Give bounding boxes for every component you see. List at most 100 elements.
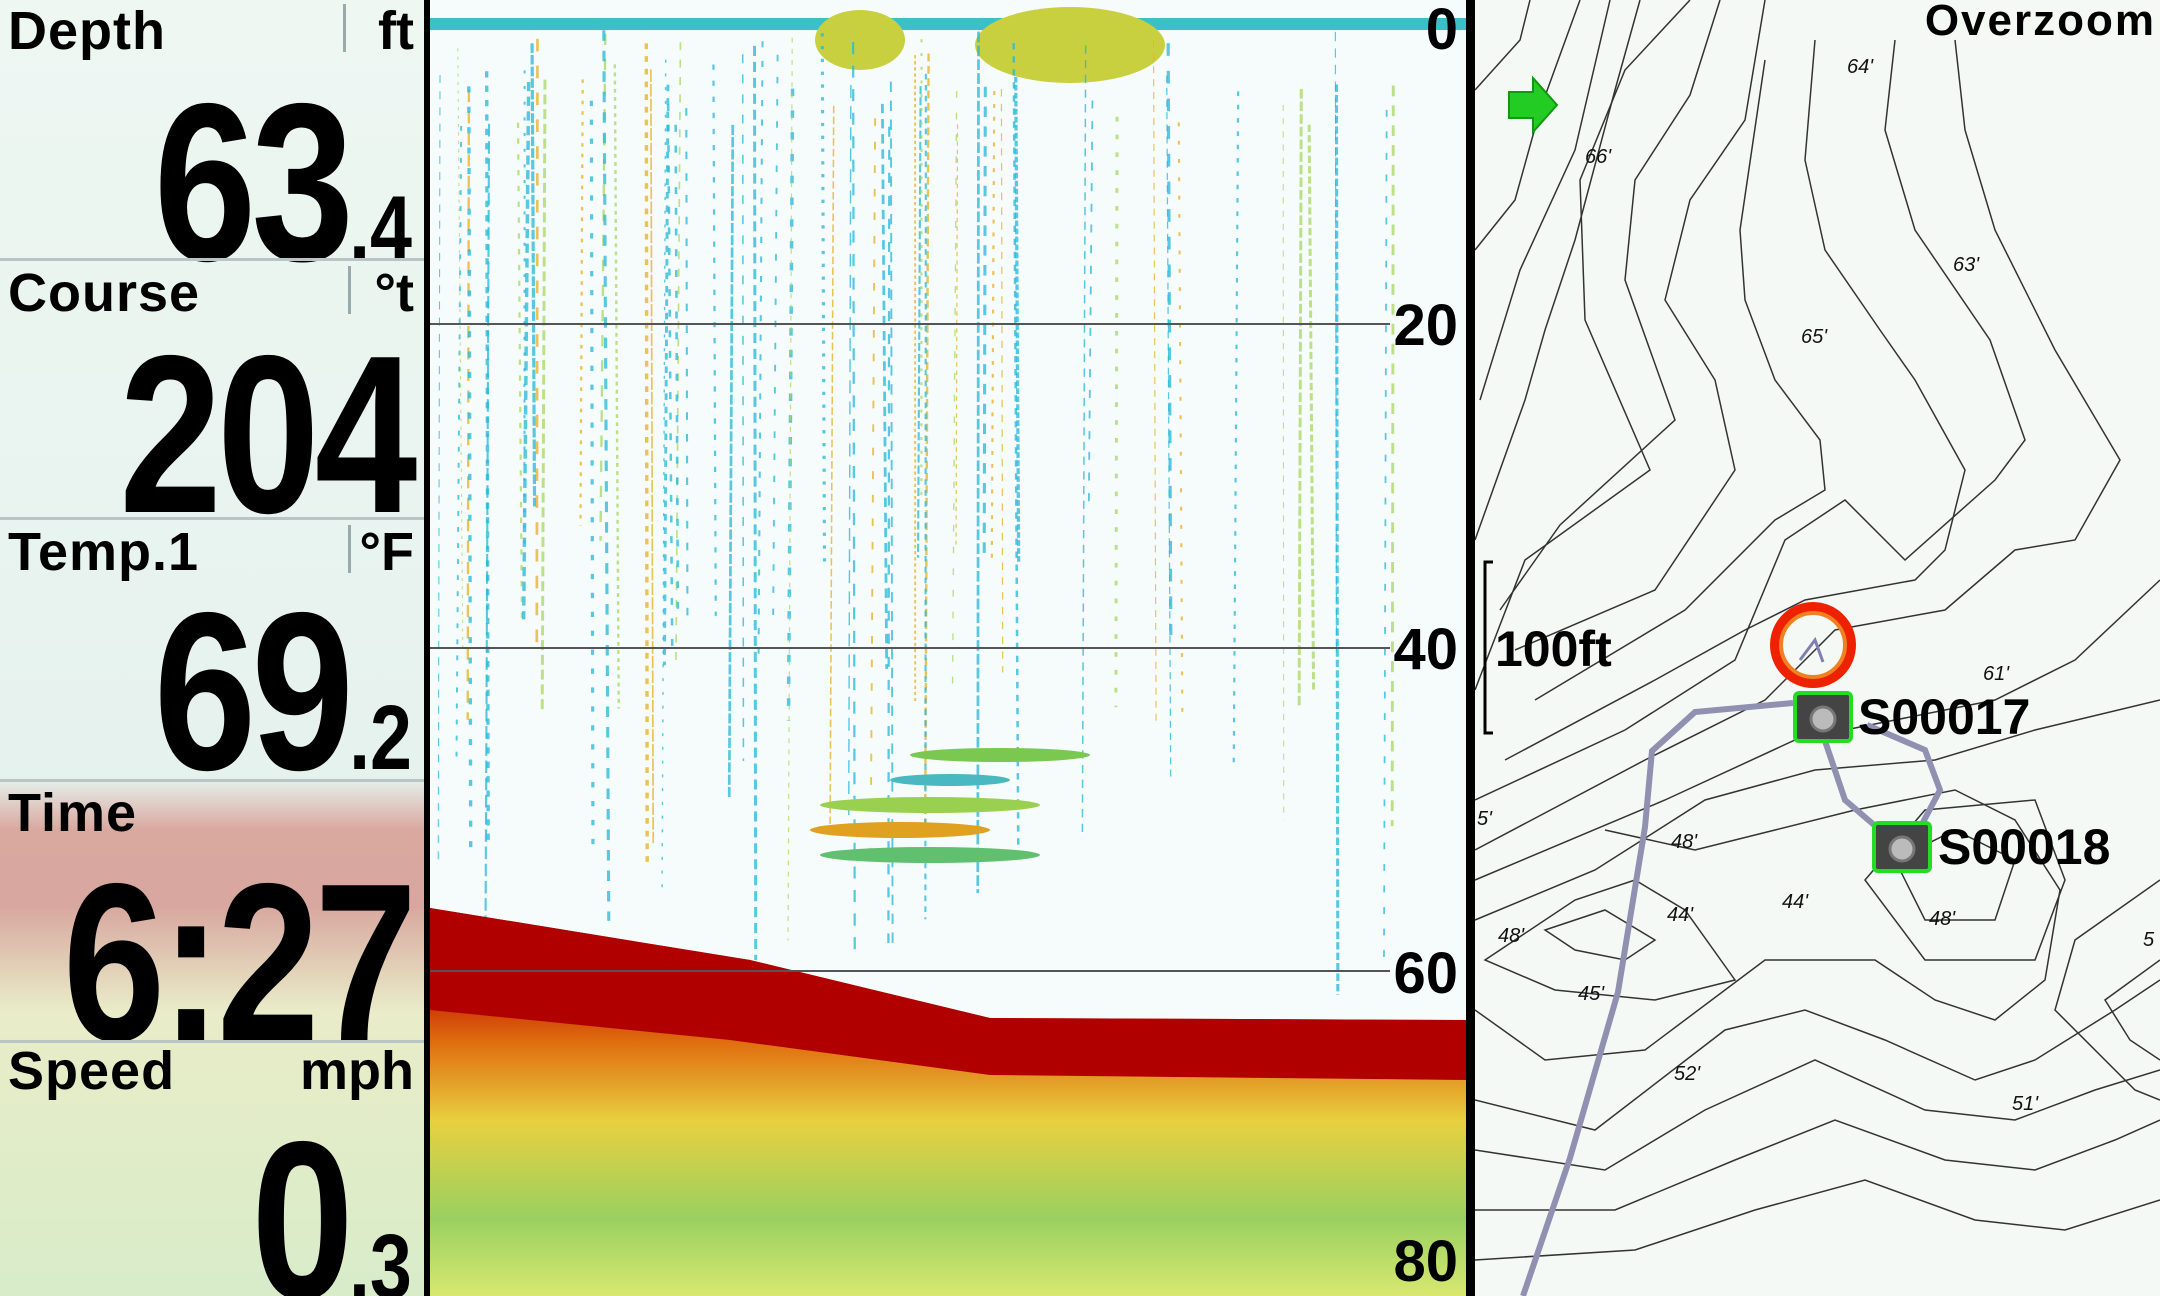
noise-streak [923,53,930,836]
contour-label: 5 [2143,929,2155,951]
noise-streak [535,38,539,653]
contour-label: 65' [1801,326,1828,348]
waypoint-s00017[interactable] [1793,691,1853,743]
noise-streak [602,30,611,921]
noise-streak [675,42,682,663]
noise-streak [1232,91,1240,771]
contour-map[interactable] [1475,0,2160,1296]
boat-track [1520,700,1794,1296]
noise-streak [889,81,894,946]
noise-streak [887,126,891,943]
sonar-view: 0 20 40 60 80 [430,0,1466,1296]
contour-label: 63' [1953,254,1980,276]
bottom-hard-return [430,908,1466,1080]
noise-streak [1282,104,1285,821]
depth-readout: Depth ft 63.4 [0,0,424,295]
noise-streak [589,100,595,849]
course-readout: Course °t 204 [0,262,424,547]
noise-streak [644,43,649,862]
contour-label: 48' [1498,925,1525,947]
noise-streak [741,54,745,761]
contour-label: 48' [1929,908,1956,930]
waypoint-label-s00018[interactable]: S00018 [1938,819,2111,875]
surface-clutter [815,10,905,70]
noise-streak [1166,43,1173,636]
time-label: Time [8,783,138,843]
unit-divider [348,266,351,314]
noise-streak [787,37,793,941]
noise-streak [661,59,667,896]
unit-divider [343,4,346,52]
noise-streak [1334,84,1340,995]
unit-divider [348,525,351,573]
panel-divider [424,0,430,1296]
temperature-unit: °F [359,522,414,582]
noise-streak [599,33,607,541]
boat-position-icon [1770,602,1856,688]
noise-streak [1152,40,1157,727]
course-value: 204 [118,308,417,560]
noise-streak [829,105,835,827]
temperature-readout: Temp.1 °F 69.2 [0,521,424,804]
noise-streak [455,125,463,758]
noise-streak [990,91,996,560]
temperature-decimal: .2 [349,687,412,789]
noise-streak [820,33,827,564]
noise-streak [955,124,959,545]
speed-readout: Speed mph 0.3 [0,1040,424,1296]
noise-streak [976,31,980,894]
noise-streak [674,124,680,621]
depth-unit: ft [378,1,414,61]
panel-divider [1466,0,1475,1296]
noise-streak [1000,89,1004,673]
depth-value: 63 [153,56,354,308]
contour-label: 44' [1782,891,1809,913]
noise-streak [712,64,717,616]
boat-track [1865,722,1944,830]
noise-streak [869,118,877,861]
noise-streak [663,84,670,666]
waypoint-s00018[interactable] [1872,821,1932,873]
noise-streak [847,85,852,836]
noise-streak [1114,116,1119,708]
noise-streak [1081,45,1087,839]
noise-streak [916,86,922,558]
time-value: 6:27 [62,836,417,1088]
chart-map-view[interactable]: Overzoom 100ft S00017 S00018 64' 66' 63'… [1475,0,2160,1296]
boat-track [1820,734,1882,833]
boat-heading-icon [1798,636,1825,663]
speed-value: 0 [251,1094,354,1296]
surface-clutter [430,18,1466,30]
boat-position-ring [1779,611,1847,679]
surface-clutter [975,7,1165,83]
noise-streak [457,48,464,648]
contour-label: 5' [1477,808,1492,830]
waypoint-label-s00017[interactable]: S00017 [1858,689,2031,745]
separator [0,517,424,520]
separator [0,779,424,782]
noise-streak [484,123,491,985]
course-label: Course [8,263,201,323]
noise-streak [613,64,620,709]
digits-panel: Depth ft 63.4 Course °t 204 Temp.1 °F 69… [0,0,424,1296]
noise-streak [467,86,473,853]
noise-streak [786,88,795,721]
time-readout: Time 6:27 [0,782,424,1075]
noise-streak [772,54,779,622]
noise-streak [437,75,441,863]
contour-label: 52' [1674,1063,1701,1085]
noise-streak [880,103,889,669]
noise-streak [1177,122,1184,725]
depth-scale-20: 20 [1393,293,1458,358]
green-arrow-icon[interactable] [1508,75,1559,135]
contour-label: 48' [1671,831,1698,853]
speed-unit: mph [300,1041,414,1101]
noise-streak [1166,75,1172,777]
noise-streak [951,91,958,693]
noise-streak [727,124,735,798]
depth-scale-80: 80 [1393,1229,1458,1294]
contour-label: 44' [1667,904,1694,926]
scale-label: 100ft [1495,621,1612,677]
noise-streak [1334,31,1338,655]
speed-decimal: .3 [349,1216,412,1296]
